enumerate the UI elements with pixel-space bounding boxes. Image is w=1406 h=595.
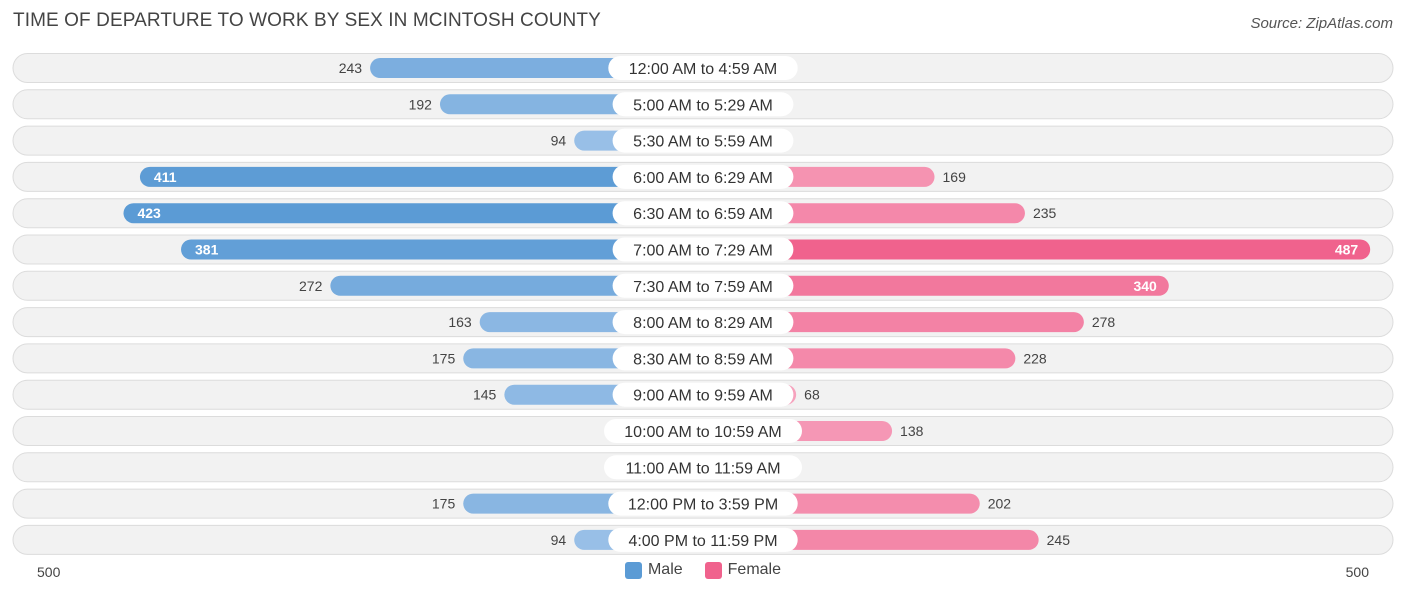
- female-bar: [703, 312, 1084, 333]
- female-value-label: 68: [804, 387, 820, 403]
- category-pill: [612, 201, 794, 226]
- legend-item-male[interactable]: Male: [624, 561, 683, 579]
- category-pill: [612, 92, 794, 117]
- male-bar: [181, 239, 703, 260]
- male-value-label: 175: [432, 350, 456, 366]
- axis-label-right: 500: [1346, 564, 1370, 580]
- category-label: 10:00 AM to 10:59 AM: [624, 424, 781, 441]
- male-value-label: 243: [339, 60, 363, 76]
- category-label: 7:30 AM to 7:59 AM: [633, 279, 773, 296]
- category-pill: [608, 527, 798, 552]
- category-label: 4:00 PM to 11:59 PM: [628, 533, 777, 550]
- female-value-label: 235: [1033, 205, 1057, 221]
- male-value-label: 381: [195, 242, 219, 258]
- category-pill: [612, 273, 794, 298]
- category-label: 11:00 AM to 11:59 AM: [625, 460, 780, 477]
- category-pill: [612, 346, 794, 371]
- male-value-label: 175: [432, 496, 456, 512]
- male-bar: [330, 275, 703, 296]
- category-pill: [608, 491, 798, 516]
- male-value-label: 272: [299, 278, 323, 294]
- female-value-label: 138: [900, 423, 924, 439]
- female-bar: [703, 239, 1371, 260]
- category-label: 6:30 AM to 6:59 AM: [633, 206, 773, 223]
- category-label: 6:00 AM to 6:29 AM: [633, 170, 773, 187]
- category-label: 7:00 AM to 7:29 AM: [633, 243, 773, 260]
- source-credit: Source: ZipAtlas.com: [1250, 15, 1393, 32]
- category-pill: [612, 310, 794, 335]
- category-pill: [604, 455, 802, 480]
- legend-item-female[interactable]: Female: [704, 561, 782, 579]
- legend: Male Female: [0, 561, 1406, 579]
- category-label: 12:00 AM to 4:59 AM: [629, 61, 778, 78]
- female-value-label: 340: [1133, 278, 1157, 294]
- category-pill: [612, 237, 794, 262]
- axis-label-left: 500: [37, 564, 61, 580]
- male-value-label: 192: [409, 96, 433, 112]
- category-label: 8:00 AM to 8:29 AM: [633, 315, 773, 332]
- category-label: 9:00 AM to 9:59 AM: [633, 388, 773, 405]
- male-value-label: 94: [551, 133, 567, 149]
- legend-label-female: Female: [727, 561, 782, 578]
- category-label: 5:30 AM to 5:59 AM: [633, 134, 773, 151]
- legend-swatch-female: [704, 561, 722, 579]
- male-value-label: 94: [551, 532, 567, 548]
- category-pill: [612, 164, 794, 189]
- category-pill: [604, 419, 802, 443]
- female-value-label: 245: [1047, 532, 1071, 548]
- male-value-label: 423: [137, 205, 161, 221]
- category-label: 12:00 PM to 3:59 PM: [628, 497, 778, 514]
- male-value-label: 145: [473, 387, 497, 403]
- category-pill: [612, 128, 794, 153]
- male-value-label: 411: [154, 169, 177, 185]
- male-bar: [139, 166, 703, 187]
- category-label: 5:00 AM to 5:29 AM: [633, 97, 773, 114]
- legend-swatch-male: [624, 561, 642, 579]
- female-value-label: 228: [1023, 350, 1047, 366]
- category-label: 8:30 AM to 8:59 AM: [633, 351, 773, 368]
- female-value-label: 202: [988, 496, 1012, 512]
- female-bar: [703, 275, 1169, 296]
- female-value-label: 169: [943, 169, 967, 185]
- legend-label-male: Male: [647, 561, 683, 578]
- female-value-label: 278: [1092, 314, 1116, 330]
- female-value-label: 487: [1335, 242, 1359, 258]
- category-pill: [612, 382, 794, 407]
- chart-title: TIME OF DEPARTURE TO WORK BY SEX IN MCIN…: [13, 10, 601, 31]
- male-bar: [123, 203, 704, 224]
- category-pill: [608, 56, 798, 80]
- male-value-label: 163: [448, 314, 472, 330]
